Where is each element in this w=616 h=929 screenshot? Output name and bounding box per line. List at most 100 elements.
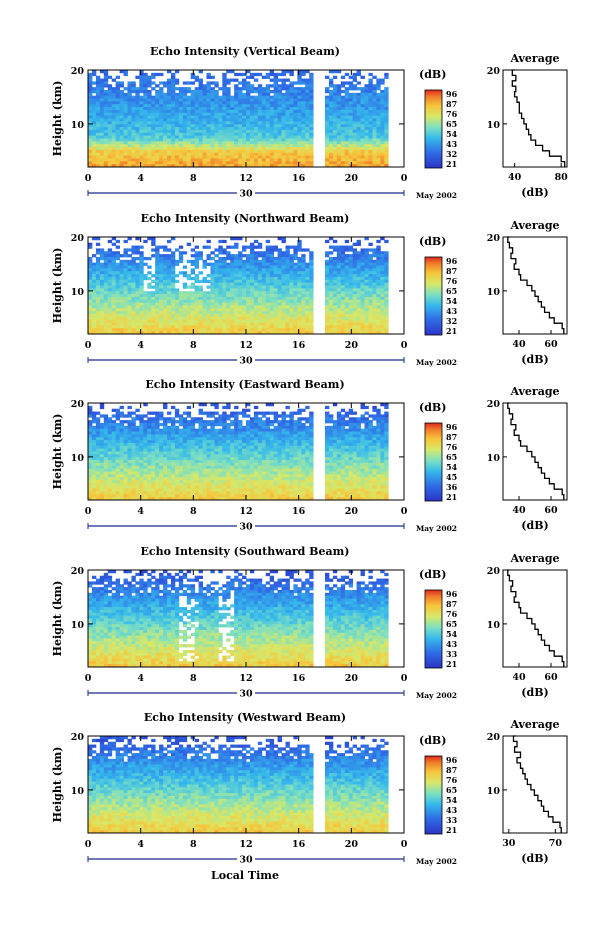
average-x-label: (dB) — [521, 686, 548, 699]
x-tick-label: 0 — [85, 673, 92, 684]
average-title: Average — [509, 219, 559, 232]
colorbar — [424, 755, 443, 835]
colorbar-level: 87 — [446, 765, 457, 775]
x-tick-label: 12 — [239, 173, 252, 184]
colorbar — [424, 589, 443, 669]
colorbar-level: 54 — [446, 462, 458, 472]
average-x-tick: 70 — [549, 838, 563, 849]
y-axis-label: Height (km) — [51, 81, 64, 157]
y-tick-label: 10 — [71, 453, 85, 464]
average-profile-line — [511, 69, 566, 167]
date-day-label: 30 — [239, 855, 253, 866]
colorbar-level: 54 — [446, 296, 458, 306]
colorbar-level: 96 — [446, 422, 458, 432]
x-tick-label: 0 — [401, 506, 408, 517]
colorbar-level: 65 — [446, 619, 457, 629]
average-y-tick: 20 — [487, 732, 501, 743]
panel-1: Echo Intensity (Northward Beam) 20 10 Heigh… — [51, 212, 568, 367]
colorbar-level: 54 — [446, 129, 458, 139]
colorbar-unit: (dB) — [419, 568, 446, 581]
date-day-label: 30 — [239, 356, 253, 367]
x-tick-label: 20 — [345, 673, 359, 684]
average-x-tick: 40 — [512, 339, 526, 350]
y-tick-label: 10 — [71, 786, 85, 797]
colorbar-level: 21 — [446, 825, 457, 835]
average-frame — [502, 236, 568, 335]
date-month-label: May 2002 — [416, 691, 457, 700]
x-tick-label: 16 — [292, 173, 306, 184]
average-y-tick: 20 — [487, 233, 501, 244]
average-y-tick: 20 — [487, 566, 501, 577]
echo-intensity-heatmap — [88, 237, 389, 335]
colorbar-level: 43 — [446, 306, 458, 316]
x-tick-label: 16 — [292, 673, 306, 684]
panel-0: Echo Intensity (Vertical Beam) 20 10 Height… — [51, 45, 568, 200]
average-y-tick: 10 — [487, 786, 501, 797]
x-tick-label: 0 — [401, 173, 408, 184]
y-axis-label: Height (km) — [51, 747, 64, 823]
date-day-label: 30 — [239, 522, 253, 533]
colorbar-unit: (dB) — [419, 401, 446, 414]
panel-3: Echo Intensity (Southward Beam) 20 10 Heigh… — [51, 545, 568, 700]
date-month-label: May 2002 — [416, 524, 457, 533]
y-axis-label: Height (km) — [51, 581, 64, 657]
average-x-label: (dB) — [521, 519, 548, 532]
panel-title: Echo Intensity (Westward Beam) — [144, 711, 346, 724]
colorbar-level: 65 — [446, 452, 457, 462]
date-month-label: May 2002 — [416, 857, 457, 866]
average-x-tick: 40 — [512, 672, 526, 683]
x-tick-label: 12 — [239, 673, 252, 684]
x-tick-label: 12 — [239, 506, 252, 517]
echo-intensity-heatmap — [88, 570, 389, 668]
date-day-label: 30 — [239, 189, 253, 200]
average-y-tick: 10 — [487, 453, 501, 464]
colorbar — [424, 89, 443, 169]
x-tick-label: 12 — [239, 340, 252, 351]
x-axis-label: Local Time — [211, 869, 279, 882]
x-tick-label: 0 — [401, 839, 408, 850]
y-tick-label: 20 — [71, 66, 85, 77]
x-tick-label: 0 — [401, 340, 408, 351]
x-tick-label: 8 — [190, 506, 197, 517]
average-y-tick: 10 — [487, 620, 501, 631]
average-title: Average — [509, 385, 559, 398]
x-tick-label: 0 — [401, 673, 408, 684]
average-frame — [502, 569, 568, 668]
echo-intensity-heatmap — [88, 70, 389, 168]
x-tick-label: 20 — [345, 173, 359, 184]
x-tick-label: 8 — [190, 673, 197, 684]
colorbar-level: 96 — [446, 256, 458, 266]
colorbar-unit: (dB) — [419, 235, 446, 248]
panel-title: Echo Intensity (Eastward Beam) — [145, 378, 344, 391]
y-tick-label: 20 — [71, 233, 85, 244]
y-tick-label: 20 — [71, 566, 85, 577]
colorbar-level: 33 — [446, 649, 458, 659]
panel-2: Echo Intensity (Eastward Beam) 20 10 Height… — [51, 378, 568, 533]
average-profile-line — [507, 402, 565, 500]
x-tick-label: 16 — [292, 506, 306, 517]
average-profile-line — [507, 236, 565, 334]
colorbar-unit: (dB) — [419, 68, 446, 81]
x-tick-label: 16 — [292, 839, 306, 850]
average-x-tick: 40 — [512, 505, 526, 516]
colorbar-unit: (dB) — [419, 734, 446, 747]
colorbar-level: 65 — [446, 785, 457, 795]
colorbar-level: 21 — [446, 159, 457, 169]
x-tick-label: 4 — [137, 506, 144, 517]
colorbar — [424, 256, 443, 336]
echo-intensity-heatmap — [88, 736, 389, 834]
y-axis-label: Height (km) — [51, 414, 64, 490]
x-tick-label: 0 — [85, 340, 92, 351]
colorbar-level: 21 — [446, 326, 457, 336]
colorbar-level: 96 — [446, 89, 458, 99]
panel-4: Echo Intensity (Westward Beam) 20 10 Height… — [51, 711, 568, 866]
x-tick-label: 16 — [292, 340, 306, 351]
average-profile-line — [512, 735, 562, 833]
y-tick-label: 20 — [71, 399, 85, 410]
y-axis-label: Height (km) — [51, 248, 64, 324]
x-tick-label: 0 — [85, 839, 92, 850]
colorbar-level: 76 — [446, 276, 458, 286]
colorbar — [424, 422, 443, 502]
y-tick-label: 10 — [71, 620, 85, 631]
colorbar-level: 45 — [446, 472, 457, 482]
